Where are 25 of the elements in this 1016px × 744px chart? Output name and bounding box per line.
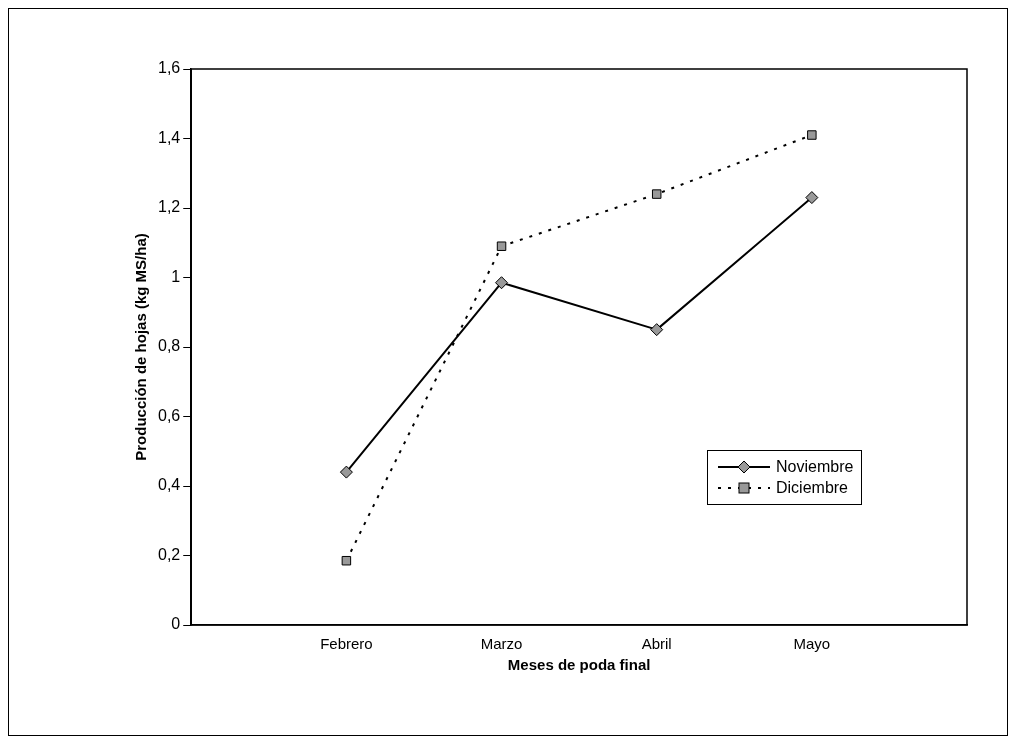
y-tick-label: 0,4 bbox=[157, 476, 181, 494]
y-axis-title: Producción de hojas (kg MS/ha) bbox=[132, 233, 150, 461]
point bbox=[805, 191, 819, 205]
x-tick-label: Marzo bbox=[480, 635, 523, 653]
point bbox=[339, 465, 353, 479]
y-tick-label: 0,8 bbox=[157, 337, 181, 355]
y-tick-label: 1,6 bbox=[157, 59, 181, 77]
point bbox=[807, 130, 817, 140]
y-tick-label: 1 bbox=[171, 267, 181, 285]
point bbox=[496, 241, 507, 251]
legend-label: Diciembre bbox=[776, 479, 849, 497]
point bbox=[495, 276, 509, 290]
point bbox=[341, 555, 352, 566]
x-tick-label: Febrero bbox=[320, 635, 373, 653]
point bbox=[650, 323, 664, 337]
x-tick-label: Mayo bbox=[793, 635, 831, 653]
y-tick-label: 0,2 bbox=[157, 545, 181, 563]
y-tick-label: 1,4 bbox=[157, 128, 181, 146]
x-tick-label: Abril bbox=[641, 635, 672, 653]
y-tick-label: 0,6 bbox=[157, 406, 181, 424]
y-tick-label: 0 bbox=[171, 615, 181, 633]
legend-label: Noviembre bbox=[776, 458, 854, 476]
y-tick-label: 1,2 bbox=[157, 198, 181, 216]
point bbox=[651, 189, 662, 199]
x-axis-title: Meses de poda final bbox=[507, 656, 651, 674]
